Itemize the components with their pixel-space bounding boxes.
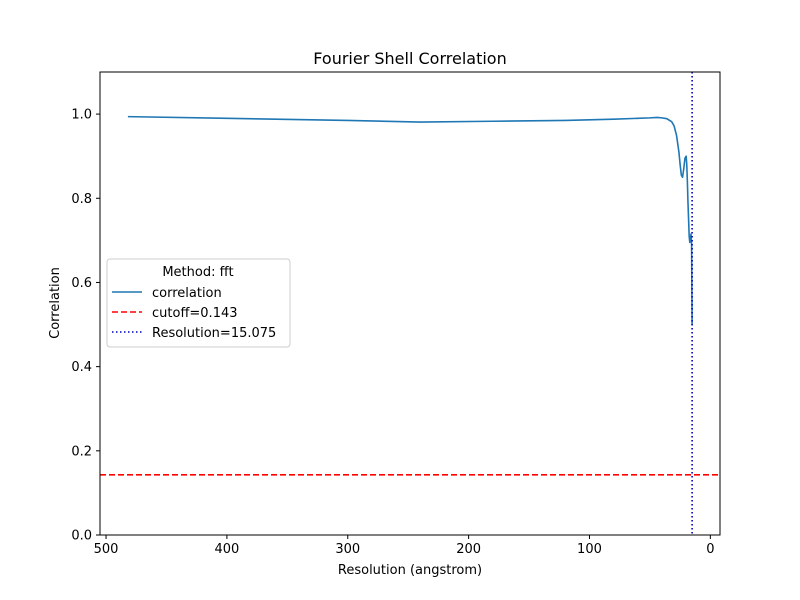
x-tick-label: 200 <box>456 542 481 557</box>
legend-label-resolution: Resolution=15.075 <box>152 326 276 341</box>
y-tick-label: 0.4 <box>71 360 92 375</box>
x-tick-label: 300 <box>335 542 360 557</box>
legend-label-cutoff: cutoff=0.143 <box>152 306 238 321</box>
legend-title: Method: fft <box>162 265 233 280</box>
x-axis: 500 400 300 200 100 0 <box>94 535 714 557</box>
y-tick-label: 0.6 <box>71 276 92 291</box>
x-axis-label: Resolution (angstrom) <box>338 563 482 578</box>
x-tick-label: 0 <box>706 542 714 557</box>
y-tick-label: 0.8 <box>71 192 92 207</box>
x-tick-label: 500 <box>94 542 119 557</box>
x-tick-label: 400 <box>214 542 239 557</box>
y-tick-label: 0.0 <box>71 529 92 544</box>
chart-title: Fourier Shell Correlation <box>313 49 506 68</box>
legend-box <box>106 258 291 348</box>
y-tick-label: 0.2 <box>71 444 92 459</box>
legend-label-correlation: correlation <box>152 286 222 301</box>
plot-frame <box>99 71 721 536</box>
x-tick-label: 100 <box>577 542 602 557</box>
legend: Method: fft correlation cutoff=0.143 Res… <box>106 258 291 348</box>
series-line-correlation <box>127 115 693 325</box>
y-axis-label: Correlation <box>48 267 63 339</box>
y-axis: 0.0 0.2 0.4 0.6 0.8 1.0 <box>71 108 100 544</box>
y-tick-label: 1.0 <box>71 108 92 123</box>
